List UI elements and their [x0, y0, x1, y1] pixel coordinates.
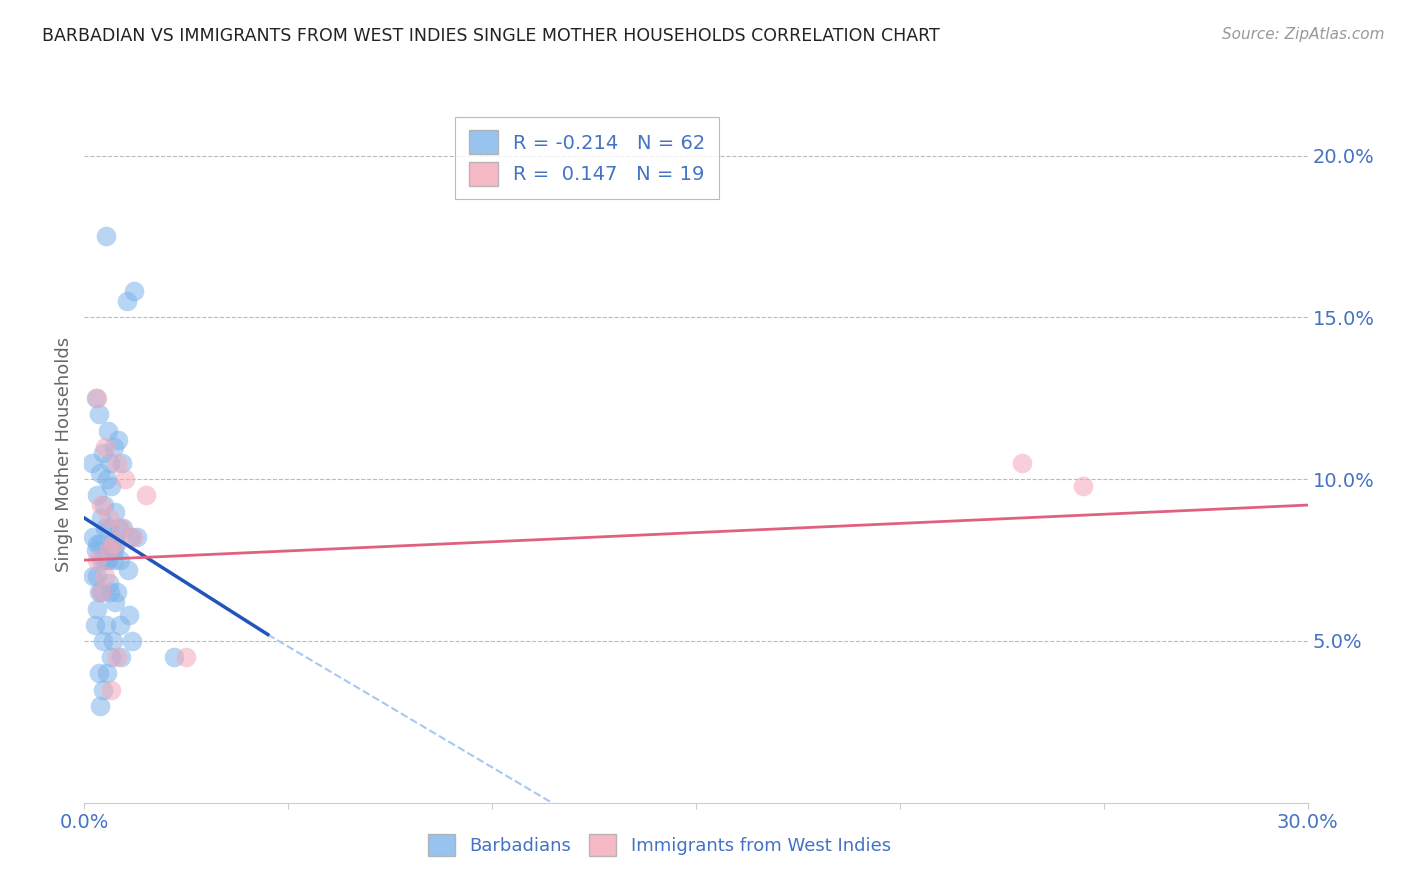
Point	[114, 472, 136, 486]
Point	[97, 424, 120, 438]
Point	[122, 285, 145, 299]
Point	[100, 682, 122, 697]
Point	[101, 537, 124, 551]
Point	[101, 634, 124, 648]
Point	[105, 650, 128, 665]
Point	[90, 585, 112, 599]
Point	[90, 498, 112, 512]
Point	[89, 466, 111, 480]
Point	[98, 456, 121, 470]
Point	[82, 569, 104, 583]
Point	[112, 521, 135, 535]
Point	[96, 472, 118, 486]
Point	[94, 229, 117, 244]
Point	[125, 531, 148, 545]
Point	[174, 650, 197, 665]
Point	[93, 498, 115, 512]
Point	[163, 650, 186, 665]
Point	[97, 575, 120, 590]
Point	[87, 408, 110, 422]
Point	[89, 698, 111, 713]
Point	[100, 478, 122, 492]
Point	[111, 456, 134, 470]
Point	[96, 553, 118, 567]
Y-axis label: Single Mother Households: Single Mother Households	[55, 337, 73, 573]
Point	[93, 521, 115, 535]
Point	[97, 521, 120, 535]
Point	[86, 569, 108, 583]
Point	[89, 537, 111, 551]
Point	[120, 531, 142, 545]
Point	[105, 537, 128, 551]
Point	[105, 456, 128, 470]
Point	[86, 392, 108, 406]
Point	[110, 650, 132, 665]
Point	[90, 553, 112, 567]
Point	[103, 553, 125, 567]
Point	[97, 511, 120, 525]
Point	[110, 553, 132, 567]
Point	[91, 634, 114, 648]
Point	[117, 563, 139, 577]
Point	[97, 543, 120, 558]
Point	[104, 595, 127, 609]
Point	[1073, 478, 1095, 492]
Point	[100, 650, 122, 665]
Point	[101, 537, 124, 551]
Point	[110, 617, 132, 632]
Point	[107, 434, 129, 448]
Point	[86, 488, 108, 502]
Point	[98, 585, 121, 599]
Point	[94, 617, 117, 632]
Point	[90, 585, 112, 599]
Point	[96, 666, 118, 681]
Point	[80, 456, 103, 470]
Point	[1011, 456, 1033, 470]
Point	[91, 682, 114, 697]
Point	[122, 531, 145, 545]
Point	[86, 601, 108, 615]
Point	[86, 537, 108, 551]
Point	[135, 488, 157, 502]
Point	[115, 294, 138, 309]
Point	[108, 521, 131, 535]
Point	[86, 553, 108, 567]
Point	[83, 617, 105, 632]
Point	[110, 521, 132, 535]
Point	[103, 543, 125, 558]
Point	[97, 553, 120, 567]
Point	[82, 531, 104, 545]
Point	[103, 440, 125, 454]
Legend: Barbadians, Immigrants from West Indies: Barbadians, Immigrants from West Indies	[420, 827, 898, 863]
Point	[93, 440, 115, 454]
Point	[91, 446, 114, 460]
Point	[84, 543, 107, 558]
Point	[121, 634, 143, 648]
Point	[84, 392, 107, 406]
Point	[87, 585, 110, 599]
Point	[105, 585, 128, 599]
Point	[87, 666, 110, 681]
Point	[93, 553, 115, 567]
Point	[93, 569, 115, 583]
Text: Source: ZipAtlas.com: Source: ZipAtlas.com	[1222, 27, 1385, 42]
Text: BARBADIAN VS IMMIGRANTS FROM WEST INDIES SINGLE MOTHER HOUSEHOLDS CORRELATION CH: BARBADIAN VS IMMIGRANTS FROM WEST INDIES…	[42, 27, 941, 45]
Point	[118, 608, 141, 623]
Point	[90, 511, 112, 525]
Point	[104, 504, 127, 518]
